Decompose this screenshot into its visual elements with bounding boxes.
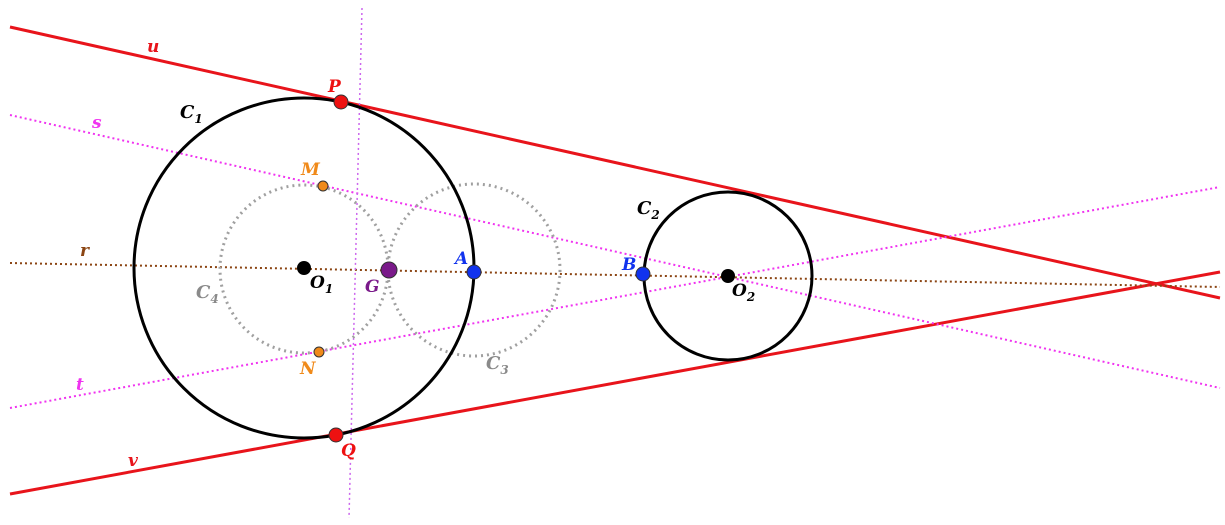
label-o2: O2 (732, 281, 755, 304)
label-c1: C1 (180, 102, 203, 126)
label-c2: C2 (637, 198, 660, 222)
point-g (380, 261, 398, 279)
point-o2 (721, 269, 735, 283)
label-u: u (147, 37, 159, 57)
label-c4: C4 (196, 282, 219, 306)
label-q: Q (341, 441, 356, 461)
circle-c3 (386, 182, 562, 358)
point-p (333, 94, 349, 110)
label-c3: C3 (486, 353, 509, 377)
point-b (635, 266, 651, 282)
label-p: P (327, 77, 342, 97)
point-m (317, 180, 329, 192)
perpendicular-line-pq (348, 7, 363, 519)
point-q (328, 427, 344, 443)
label-v: v (128, 451, 139, 471)
label-r: r (80, 241, 90, 261)
label-b: B (621, 255, 636, 275)
axis-line-r (9, 262, 1221, 288)
point-o1 (297, 261, 311, 275)
dotted-line-t (9, 186, 1221, 409)
tangent-line-v (9, 270, 1221, 496)
label-s: s (91, 113, 102, 133)
tangent-line-u (9, 25, 1221, 300)
point-n (313, 346, 325, 358)
label-a: A (453, 249, 468, 269)
label-t: t (76, 375, 84, 395)
label-n: N (299, 359, 317, 379)
label-m: M (300, 160, 321, 180)
label-o1: O1 (310, 273, 333, 296)
label-g: G (365, 277, 380, 297)
dotted-line-s (9, 114, 1221, 389)
point-a (466, 264, 482, 280)
